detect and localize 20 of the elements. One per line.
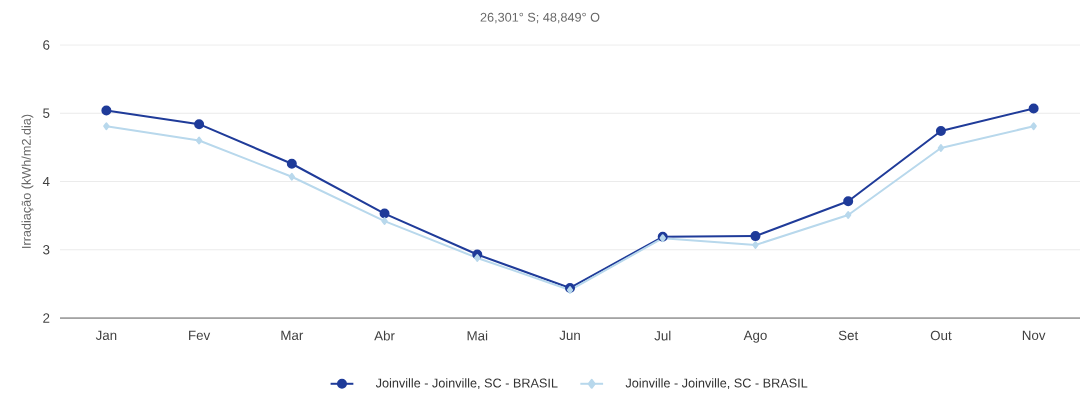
chart-subtitle: 26,301° S; 48,849° O [480,12,600,24]
y-tick-label: 6 [43,40,50,50]
x-tick-label: Abr [374,330,395,341]
x-tick-label: Mar [281,330,304,341]
y-axis-title: Irradiação (kWh/m2.dia) [21,114,34,248]
x-tick-label: Set [838,330,859,341]
x-tick-label: Jul [654,330,671,341]
x-tick-label: Mai [467,330,488,341]
x-tick-label: Ago [743,330,767,343]
y-tick-label: 4 [42,176,50,187]
y-tick-label: 2 [43,313,50,323]
x-tick-label: Fev [189,330,211,341]
x-tick-label: Jun [559,330,580,341]
x-tick-label: Jan [95,330,117,341]
legend-label: Joinville - Joinville, SC - BRASIL [625,378,808,390]
y-tick-label: 5 [43,108,50,118]
x-tick-label: Out [930,330,952,341]
x-tick-label: Nov [1022,330,1046,341]
y-tick-label: 3 [43,245,50,255]
legend-label: Joinville - Joinville, SC - BRASIL [375,378,558,390]
